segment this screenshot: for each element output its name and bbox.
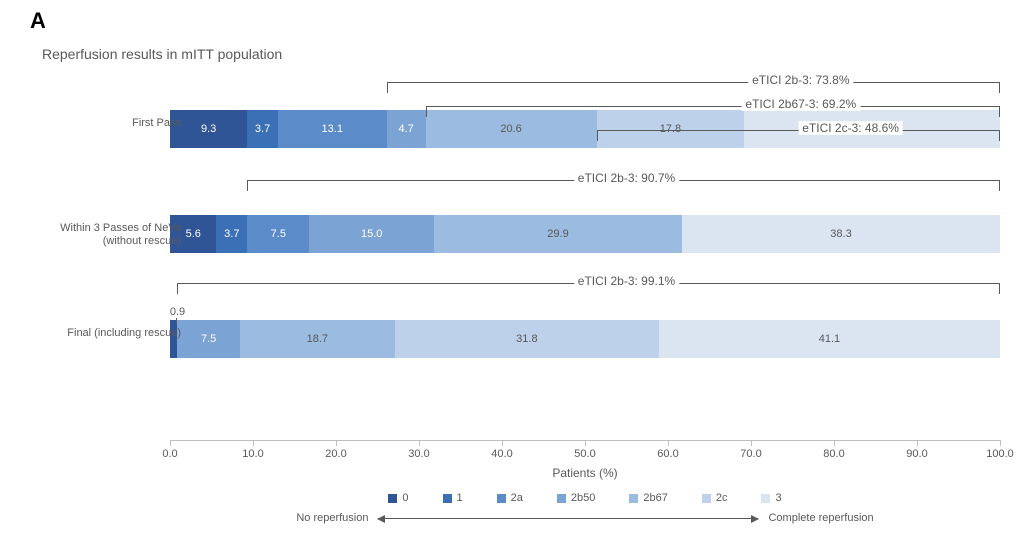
segment-3: 41.1: [659, 320, 1000, 358]
legend-label: 2a: [511, 492, 523, 504]
x-tick: [668, 440, 669, 446]
legend-label: 2b50: [571, 492, 595, 504]
bar-row-final: 7.518.731.841.1: [170, 320, 1000, 358]
x-tick: [751, 440, 752, 446]
legend-item-2b50: 2b50: [557, 492, 595, 504]
outside-value-label: 0.9: [170, 306, 185, 318]
legend-swatch: [388, 494, 397, 503]
x-tick-label: 50.0: [574, 448, 595, 460]
x-tick: [419, 440, 420, 446]
category-label: First Pass: [31, 117, 181, 130]
category-label: Final (including rescue): [31, 327, 181, 340]
segment-0: 9.3: [170, 110, 247, 148]
legend-label: 0: [402, 492, 408, 504]
segment-2b67: 18.7: [240, 320, 395, 358]
arrow-right-label: Complete reperfusion: [768, 512, 873, 524]
segment-2b50: 4.7: [387, 110, 426, 148]
x-tick-label: 80.0: [823, 448, 844, 460]
legend-item-2a: 2a: [497, 492, 523, 504]
segment-2a: 7.5: [247, 215, 309, 253]
segment-2c: 31.8: [395, 320, 659, 358]
annotation-label: eTICI 2b-3: 99.1%: [574, 274, 679, 288]
annotation-label: eTICI 2b-3: 90.7%: [574, 171, 679, 185]
panel-a: A Reperfusion results in mITT population…: [0, 0, 1021, 545]
segment-2b67: 20.6: [426, 110, 597, 148]
x-tick: [1000, 440, 1001, 446]
segment-2b50: 7.5: [177, 320, 239, 358]
legend-swatch: [557, 494, 566, 503]
x-tick-label: 60.0: [657, 448, 678, 460]
segment-3: 38.3: [682, 215, 1000, 253]
segment-2b50: 15.0: [309, 215, 434, 253]
annotation-bracket: [426, 106, 1000, 107]
segment-1: 3.7: [216, 215, 247, 253]
x-tick: [834, 440, 835, 446]
reperfusion-arrow: No reperfusion Complete reperfusion: [170, 512, 1000, 524]
segment-2a: 13.1: [278, 110, 387, 148]
legend-swatch: [443, 494, 452, 503]
bar: 5.63.77.515.029.938.3: [170, 215, 1000, 253]
x-tick: [170, 440, 171, 446]
x-tick-label: 70.0: [740, 448, 761, 460]
legend-item-3: 3: [761, 492, 781, 504]
x-tick-label: 10.0: [242, 448, 263, 460]
x-tick-label: 40.0: [491, 448, 512, 460]
x-tick: [585, 440, 586, 446]
annotation-label: eTICI 2b67-3: 69.2%: [741, 97, 860, 111]
annotation-label: eTICI 2c-3: 48.6%: [798, 121, 903, 135]
segment-1: 3.7: [247, 110, 278, 148]
annotation-label: eTICI 2b-3: 73.8%: [748, 73, 853, 87]
legend-label: 1: [457, 492, 463, 504]
legend: 0 1 2a 2b50 2b67 2c 3: [170, 492, 1000, 504]
segment-2c: 17.8: [597, 110, 745, 148]
panel-letter: A: [30, 8, 46, 34]
legend-swatch: [497, 494, 506, 503]
plot-area: 9.33.713.14.720.617.830.8eTICI 2b-3: 73.…: [170, 70, 1000, 440]
chart-title: Reperfusion results in mITT population: [42, 46, 282, 62]
outside-value-connector: [176, 318, 177, 324]
arrow-left-label: No reperfusion: [296, 512, 368, 524]
arrow-line: [378, 518, 758, 519]
legend-label: 2c: [716, 492, 728, 504]
x-tick-label: 20.0: [325, 448, 346, 460]
category-label: Within 3 Passes of NeVa(without rescue): [31, 222, 181, 248]
x-tick: [336, 440, 337, 446]
legend-item-2b67: 2b67: [629, 492, 667, 504]
x-tick: [502, 440, 503, 446]
x-tick-label: 100.0: [986, 448, 1014, 460]
legend-label: 3: [775, 492, 781, 504]
annotation-bracket: [387, 82, 1000, 83]
legend-item-1: 1: [443, 492, 463, 504]
bar-row-within3: 5.63.77.515.029.938.3: [170, 215, 1000, 253]
segment-2b67: 29.9: [434, 215, 682, 253]
legend-item-0: 0: [388, 492, 408, 504]
x-axis-title: Patients (%): [170, 466, 1000, 480]
x-tick-label: 90.0: [906, 448, 927, 460]
x-tick-label: 30.0: [408, 448, 429, 460]
x-tick: [917, 440, 918, 446]
legend-label: 2b67: [643, 492, 667, 504]
x-tick-label: 0.0: [162, 448, 177, 460]
bar: 7.518.731.841.1: [170, 320, 1000, 358]
legend-swatch: [761, 494, 770, 503]
legend-item-2c: 2c: [702, 492, 728, 504]
legend-swatch: [702, 494, 711, 503]
x-tick: [253, 440, 254, 446]
legend-swatch: [629, 494, 638, 503]
